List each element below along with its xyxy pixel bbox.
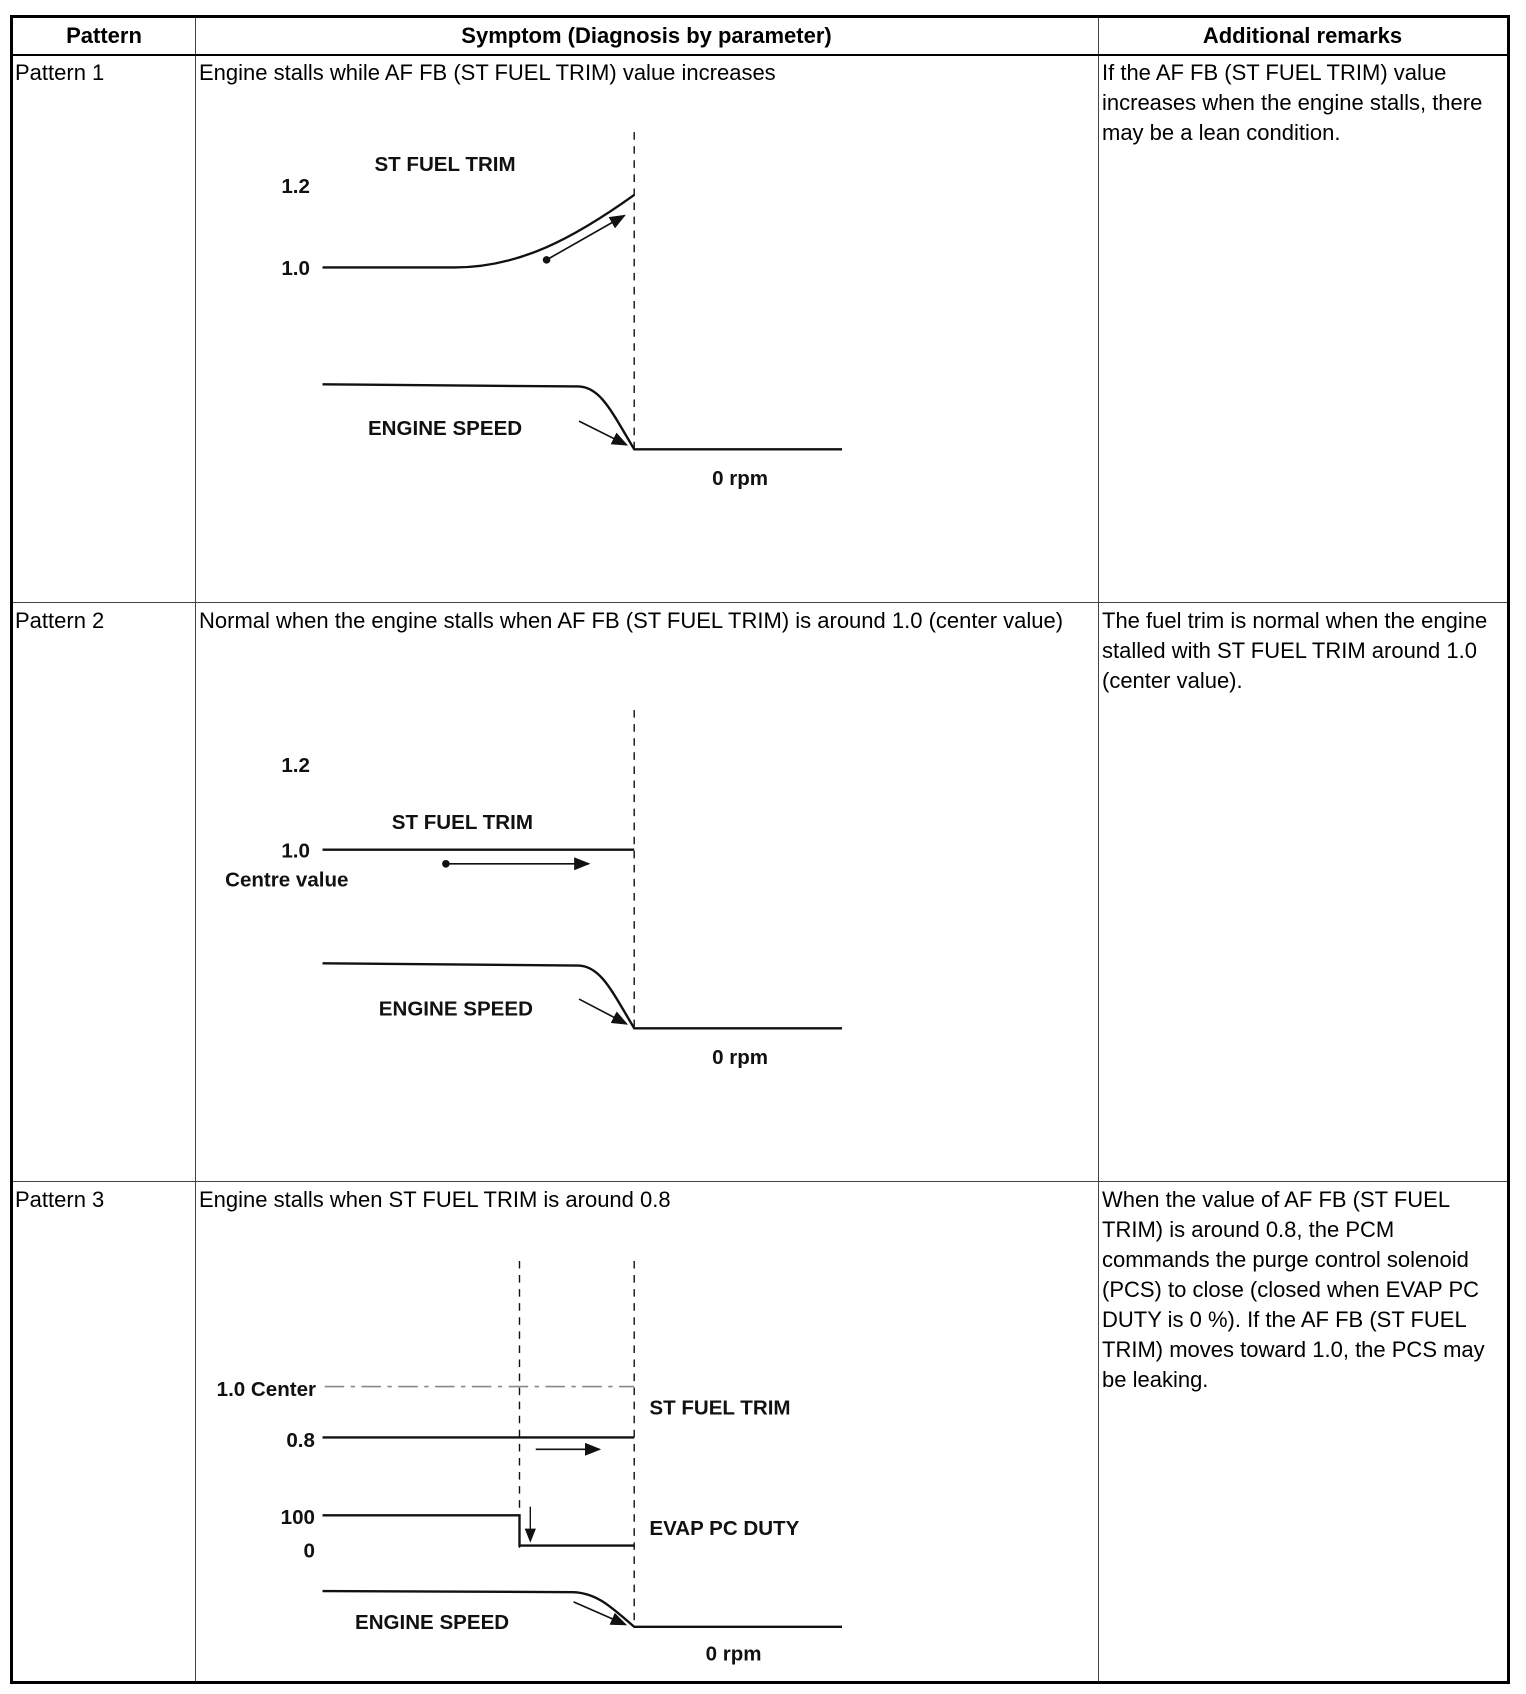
header-pattern: Pattern: [66, 23, 142, 48]
trim-label: ST FUEL TRIM: [374, 153, 515, 176]
speed-label: ENGINE SPEED: [368, 417, 522, 440]
tick-label: 0: [304, 1540, 315, 1563]
trend-arrow: [578, 420, 629, 446]
pattern-2-diagram: [322, 710, 843, 1030]
column-divider: [1098, 18, 1099, 1681]
center-note: Centre value: [225, 869, 348, 892]
speed-label: ENGINE SPEED: [355, 1611, 509, 1634]
tick-label: 1.0: [281, 257, 310, 280]
pattern-1-diagram: [322, 132, 843, 451]
pattern-3-symptom: Engine stalls when ST FUEL TRIM is aroun…: [199, 1187, 671, 1212]
center-label: 1.0 Center: [217, 1378, 316, 1401]
pattern-3-label: Pattern 3: [15, 1187, 105, 1212]
evap-duty-line: [322, 1514, 635, 1547]
trend-arrow: [573, 1601, 628, 1626]
duty-label: EVAP PC DUTY: [649, 1517, 799, 1540]
pattern-1-symptom: Engine stalls while AF FB (ST FUEL TRIM)…: [199, 60, 776, 85]
pattern-3-remarks: When the value of AF FB (ST FUEL TRIM) i…: [1102, 1187, 1485, 1392]
tick-label: 100: [281, 1506, 315, 1529]
row-divider: [13, 1181, 1507, 1182]
speed-label: ENGINE SPEED: [379, 997, 533, 1020]
zero-rpm-label: 0 rpm: [712, 1046, 768, 1069]
tick-label: 1.0: [281, 839, 310, 862]
pattern-1-remarks: If the AF FB (ST FUEL TRIM) value increa…: [1102, 60, 1483, 145]
fuel-trim-curve: [322, 193, 635, 269]
zero-rpm-label: 0 rpm: [706, 1642, 762, 1665]
engine-speed-curve: [322, 383, 843, 451]
pattern-2-remarks: The fuel trim is normal when the engine …: [1102, 608, 1488, 693]
header-divider: [13, 54, 1507, 56]
trend-arrow: [578, 998, 629, 1025]
diagnosis-table: Pattern Symptom (Diagnosis by parameter)…: [10, 15, 1510, 1684]
trend-arrow: [546, 214, 626, 261]
pattern-2-symptom: Normal when the engine stalls when AF FB…: [199, 608, 1064, 633]
pattern-3-diagram: [322, 1260, 843, 1628]
row-divider: [13, 602, 1507, 603]
column-divider: [195, 18, 196, 1681]
header-symptom: Symptom (Diagnosis by parameter): [461, 23, 832, 48]
engine-speed-curve: [322, 962, 843, 1030]
tick-label: 1.2: [281, 754, 310, 777]
pattern-1-label: Pattern 1: [15, 60, 105, 85]
trim-label: ST FUEL TRIM: [392, 811, 533, 834]
engine-speed-curve: [322, 1589, 843, 1628]
zero-rpm-label: 0 rpm: [712, 467, 768, 490]
tick-label: 0.8: [286, 1429, 315, 1452]
pattern-2-label: Pattern 2: [15, 608, 105, 633]
tick-label: 1.2: [281, 175, 310, 198]
header-remarks: Additional remarks: [1202, 23, 1403, 48]
trim-label: ST FUEL TRIM: [649, 1397, 790, 1420]
